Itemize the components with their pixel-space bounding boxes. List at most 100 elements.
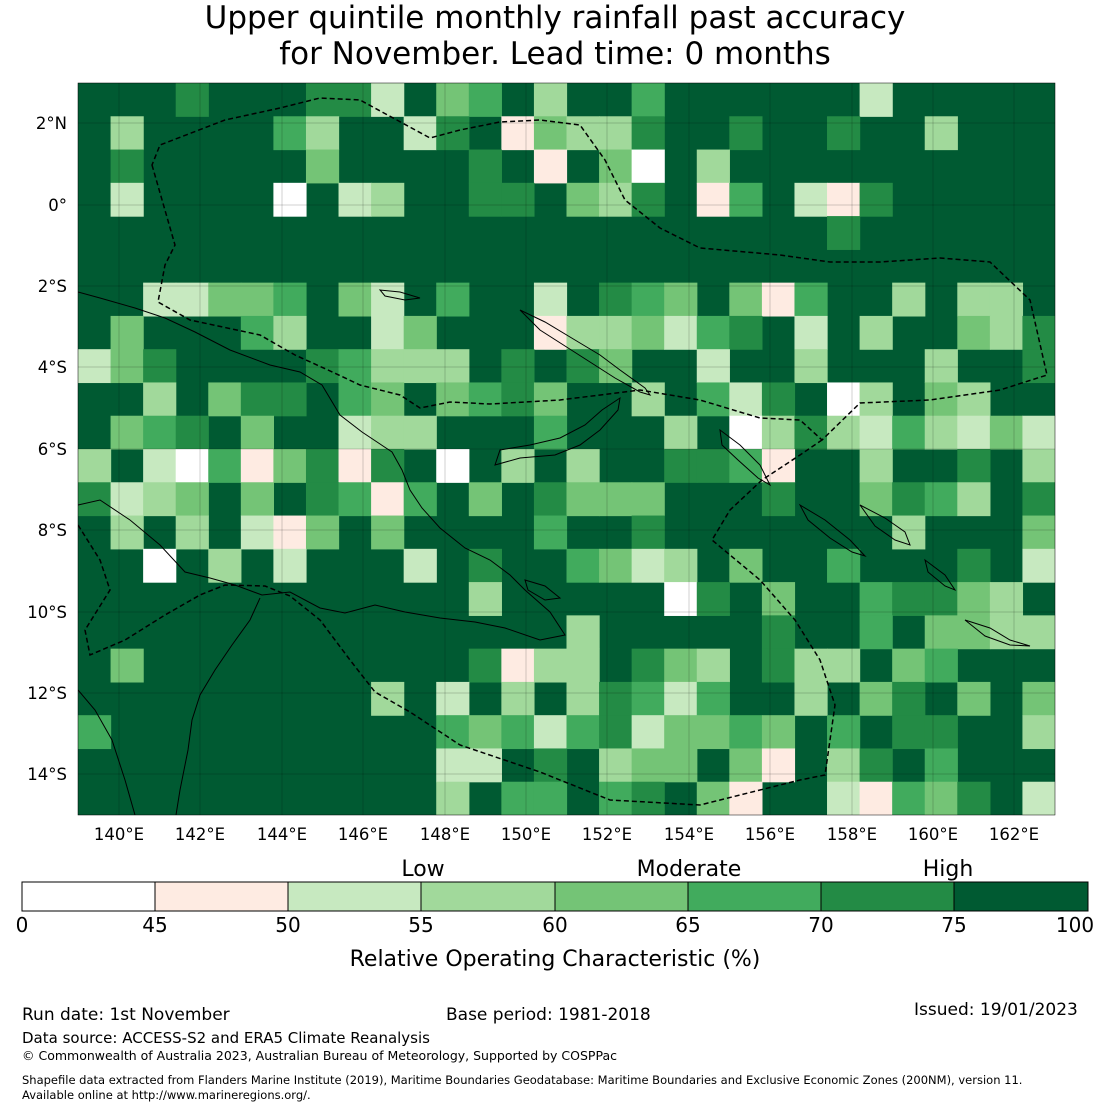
x-tick-140e: 140°E — [94, 825, 144, 844]
heatmap-cell — [566, 349, 600, 384]
heatmap-cell — [664, 715, 698, 750]
heatmap-cell — [599, 681, 633, 716]
heatmap-cell — [143, 548, 177, 583]
heatmap-cell — [305, 349, 340, 384]
heatmap-cell — [110, 116, 144, 151]
heatmap-cell — [436, 349, 470, 384]
eez-boundary — [151, 97, 1048, 442]
colorbar-bin-50-55 — [288, 882, 421, 911]
heatmap-cell — [501, 449, 535, 483]
heatmap-cell — [827, 382, 861, 417]
heatmap-cell — [208, 282, 242, 317]
x-tick-158e: 158°E — [827, 825, 877, 844]
y-tick-12s: 12°S — [27, 684, 67, 703]
heatmap-cell — [631, 548, 665, 583]
heatmap-cell — [729, 415, 763, 450]
heatmap-cell — [566, 615, 600, 650]
heatmap-cell — [371, 182, 405, 217]
heatmap-cell — [533, 781, 568, 815]
x-tick-160e: 160°E — [908, 825, 958, 844]
heatmap-cell — [273, 382, 307, 417]
heatmap-cell — [664, 648, 698, 683]
heatmap-cell — [924, 382, 958, 417]
coastline-solomons-1 — [798, 503, 867, 558]
heatmap-cell — [827, 781, 861, 815]
heatmap-cell — [533, 282, 568, 317]
colorbar-tick-75: 75 — [941, 913, 966, 937]
heatmap-cell — [533, 515, 568, 550]
heatmap-cell — [566, 315, 600, 350]
heatmap-cell — [957, 781, 991, 815]
heatmap-cell — [533, 83, 568, 117]
heatmap-cell — [175, 515, 209, 550]
heatmap-cell — [403, 315, 437, 350]
heatmap-cell — [468, 182, 502, 217]
heatmap-cell — [664, 449, 698, 483]
heatmap-cell — [631, 648, 665, 683]
heatmap-cell — [305, 83, 340, 117]
heatmap-cell — [599, 315, 633, 350]
heatmap-cell — [827, 182, 861, 217]
heatmap-cell — [371, 349, 405, 384]
heatmap-cell — [305, 482, 340, 517]
heatmap-cell — [664, 582, 698, 616]
heatmap-cell — [794, 415, 828, 450]
colorbar: 0 45 50 55 60 65 70 75 100 Relative Oper… — [16, 881, 1094, 972]
y-tick-6s: 6°S — [38, 440, 67, 459]
heatmap-cell — [957, 482, 991, 517]
heatmap-cell — [696, 149, 730, 184]
heatmap-cell — [110, 149, 144, 184]
heatmap-cell — [305, 515, 340, 550]
heatmap-cell — [827, 715, 861, 750]
heatmap-cell — [501, 182, 535, 217]
x-tick-156e: 156°E — [745, 825, 795, 844]
heatmap-cell — [240, 449, 274, 483]
heatmap-cell — [827, 748, 861, 783]
heatmap-cell — [761, 582, 796, 616]
y-tick-14s: 14°S — [27, 765, 67, 784]
heatmap-cell — [501, 715, 535, 750]
heatmap-cell — [468, 648, 502, 683]
heatmap-cell — [892, 781, 926, 815]
heatmap-cell — [924, 648, 958, 683]
heatmap-cell — [892, 515, 926, 550]
x-tick-146e: 146°E — [338, 825, 388, 844]
coastline-gulf — [78, 689, 136, 815]
title-line-2: for November. Lead time: 0 months — [279, 36, 831, 72]
heatmap-cell — [533, 149, 568, 184]
heatmap-cell — [859, 182, 893, 217]
heatmap-cell — [1022, 449, 1055, 483]
heatmap-cell — [273, 116, 307, 151]
heatmap-cell — [175, 449, 209, 483]
y-tick-8s: 8°S — [38, 521, 67, 540]
heatmap-cell — [175, 415, 209, 450]
heatmap-cell — [599, 182, 633, 217]
heatmap-cell — [110, 315, 144, 350]
heatmap-cell — [892, 282, 926, 317]
heatmap-cell — [729, 282, 763, 317]
heatmap-cell — [599, 748, 633, 783]
heatmap-cell — [794, 182, 828, 217]
heatmap-cell — [305, 149, 340, 184]
heatmap-cell — [827, 216, 861, 250]
heatmap-cell — [240, 415, 274, 450]
heatmap-cell — [599, 282, 633, 317]
heatmap-cell — [110, 482, 144, 517]
colorbar-bin-60-65 — [555, 882, 688, 911]
heatmap-cell — [468, 83, 502, 117]
coastline-new-ireland — [519, 309, 652, 396]
heatmap-cell — [338, 182, 372, 217]
colorbar-bin-70-75 — [821, 882, 954, 911]
heatmap-cell — [892, 715, 926, 750]
heatmap-cell — [436, 382, 470, 417]
heatmap-cell — [533, 415, 568, 450]
heatmap-cell — [729, 715, 763, 750]
heatmap-cell — [566, 648, 600, 683]
heatmap-cells — [78, 83, 1055, 815]
colorbar-bin-45-50 — [155, 882, 288, 911]
heatmap-cell — [957, 582, 991, 616]
colorbar-tick-60: 60 — [542, 913, 567, 937]
heatmap-cell — [468, 582, 502, 616]
heatmap-cell — [794, 282, 828, 317]
